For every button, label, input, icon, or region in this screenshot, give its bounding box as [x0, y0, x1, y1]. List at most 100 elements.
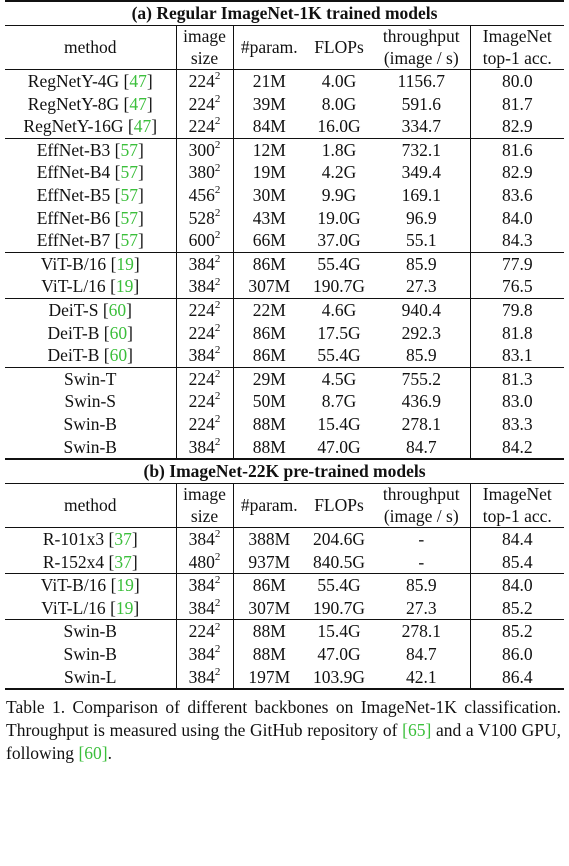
cell-params: 86M — [252, 322, 286, 343]
cell-top1-acc: 84.0 — [501, 207, 533, 228]
header-method: method — [5, 25, 177, 70]
size-exponent: 2 — [214, 70, 221, 83]
cell-throughput: 732.1 — [373, 137, 471, 162]
cell-throughput: 27.3 — [373, 596, 471, 620]
caption-text-2: and a V100 GPU, following — [6, 720, 561, 764]
cell-flops: 8.0G — [321, 93, 357, 114]
cell-throughput: 85.9 — [373, 251, 471, 276]
header-acc-2: top-1 acc. — [482, 47, 552, 68]
cell-flops: 37.0G — [317, 230, 361, 251]
method-name: EffNet-B4 — [36, 162, 111, 183]
header-acc-2: top-1 acc. — [482, 505, 552, 526]
size-exponent: 2 — [214, 115, 221, 128]
cell-throughput: 334.7 — [373, 115, 471, 139]
cell-params: 86M — [233, 573, 305, 597]
cell-method: Swin-T — [5, 366, 177, 391]
citation-link[interactable]: 57 — [120, 139, 138, 160]
cell-params: 88M — [252, 436, 286, 457]
table-row: Swin-S 2242 50M 8.7G 436.9 83.0 — [5, 390, 564, 413]
size-exponent: 2 — [214, 321, 221, 334]
comparison-table: (a) Regular ImageNet-1K trained models me… — [5, 0, 565, 691]
method-name: DeiT-B — [47, 345, 100, 366]
cell-throughput: 278.1 — [373, 619, 471, 644]
citation-link[interactable]: 37 — [114, 551, 132, 572]
citation-link[interactable]: 57 — [120, 162, 138, 183]
cell-image-size: 3842 — [176, 665, 234, 691]
cell-top1-acc: 84.4 — [470, 527, 565, 551]
citation-link[interactable]: 19 — [116, 253, 134, 274]
image-size-value: 224 — [188, 299, 215, 320]
cell-throughput: 169.1 — [373, 183, 471, 207]
cell-flops: 4.5G — [305, 366, 373, 391]
header-throughput-2: (image / s) — [373, 47, 471, 70]
cell-flops: 17.5G — [317, 322, 361, 343]
image-size-value: 384 — [188, 666, 215, 687]
size-exponent: 2 — [214, 229, 221, 242]
method-name: EffNet-B7 — [36, 230, 111, 251]
cell-flops: 9.9G — [321, 184, 357, 205]
cell-top1-acc: 85.2 — [470, 619, 565, 644]
method-name: Swin-L — [64, 666, 117, 687]
cell-throughput: 591.6 — [373, 92, 471, 116]
cell-throughput: 85.9 — [373, 573, 471, 597]
size-exponent: 2 — [214, 299, 221, 312]
cell-method: EffNet-B7 [57] — [5, 229, 177, 253]
caption-cite-2[interactable]: [60] — [78, 743, 108, 764]
cell-params: 43M — [252, 207, 286, 228]
cell-flops: 16.0G — [317, 116, 361, 137]
method-name: Swin-B — [63, 621, 117, 642]
size-exponent: 2 — [214, 92, 221, 105]
caption-cite-1[interactable]: [65] — [402, 720, 432, 741]
citation-link[interactable]: 60 — [109, 345, 128, 366]
cell-flops: 190.7G — [312, 276, 365, 297]
citation-link[interactable]: 60 — [109, 322, 128, 343]
method-name: Swin-S — [64, 391, 117, 412]
header-image-size-1: image — [176, 483, 234, 506]
method-name: Swin-B — [63, 644, 117, 665]
method-name: RegNetY-4G — [27, 71, 120, 91]
method-name: DeiT-B — [47, 322, 100, 343]
cell-image-size: 2242 — [176, 321, 234, 345]
image-size-value: 224 — [188, 413, 215, 434]
cell-params: 39M — [252, 93, 286, 114]
citation-link[interactable]: 19 — [115, 276, 134, 297]
citation-link[interactable]: 57 — [120, 230, 138, 251]
image-size-value: 384 — [188, 575, 215, 596]
cell-image-size: 2242 — [176, 115, 234, 139]
cell-top1-acc: 86.0 — [501, 644, 533, 665]
header-throughput-1: throughput — [373, 483, 471, 506]
cell-throughput: 42.1 — [373, 665, 471, 691]
citation-link[interactable]: 60 — [108, 299, 127, 320]
table-row: Swin-B 2242 88M 15.4G 278.1 85.2 — [5, 619, 565, 644]
cell-method: EffNet-B6 [57] — [5, 206, 177, 230]
citation-link[interactable]: 57 — [120, 184, 138, 205]
cell-params: 29M — [233, 366, 305, 391]
size-exponent: 2 — [214, 574, 221, 587]
cell-throughput: 84.7 — [373, 435, 471, 460]
citation-link[interactable]: 19 — [115, 597, 134, 618]
citation-link[interactable]: 19 — [116, 575, 134, 596]
cell-top1-acc: 83.0 — [501, 391, 533, 412]
citation-link[interactable]: 47 — [129, 71, 147, 91]
image-size-value: 224 — [188, 322, 215, 343]
citation-link[interactable]: 37 — [114, 529, 132, 550]
header-flops: FLOPs — [305, 25, 373, 70]
cell-top1-acc: 84.2 — [501, 436, 533, 457]
table-row: Swin-L 3842 197M 103.9G 42.1 86.4 — [5, 665, 565, 691]
cell-throughput: 27.3 — [373, 275, 471, 299]
citation-link[interactable]: 47 — [129, 93, 147, 114]
cell-method: EffNet-B4 [57] — [5, 161, 177, 184]
size-exponent: 2 — [214, 367, 221, 380]
cell-params: 937M — [248, 551, 291, 572]
table-caption: Table 1. Comparison of different backbon… — [6, 696, 561, 765]
image-size-value: 528 — [188, 207, 215, 228]
citation-link[interactable]: 47 — [133, 116, 152, 137]
cell-params: 66M — [252, 230, 286, 251]
cell-throughput: - — [373, 550, 471, 574]
cell-top1-acc: 79.8 — [470, 297, 565, 322]
size-exponent: 2 — [214, 161, 221, 174]
cell-image-size: 3842 — [176, 344, 234, 368]
section_b-title: (b) ImageNet-22K pre-trained models — [5, 458, 565, 484]
method-name: ViT-L/16 — [41, 597, 106, 618]
citation-link[interactable]: 57 — [120, 207, 138, 228]
